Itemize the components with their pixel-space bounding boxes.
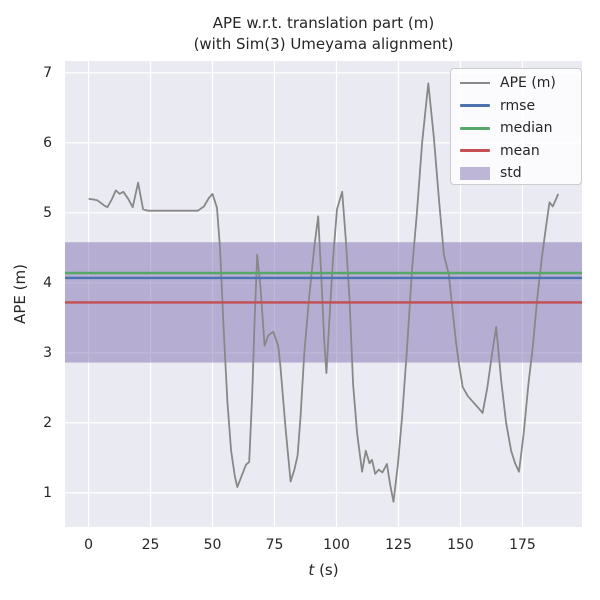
legend-patch-sample: [460, 166, 490, 180]
y-tick-label-7: 7: [43, 64, 52, 81]
legend-line-sample: [460, 149, 490, 153]
legend-entry-std: std: [460, 162, 581, 185]
plot-title-line-1: APE w.r.t. translation part (m): [212, 14, 435, 32]
legend-label: std: [500, 165, 522, 182]
y-tick-label-2: 2: [43, 414, 52, 431]
y-tick-label-5: 5: [43, 204, 52, 221]
legend-entry-mean: mean: [460, 140, 581, 163]
legend-label: median: [500, 120, 553, 137]
x-axis-label: t (s): [65, 561, 582, 579]
x-tick-label-0: 0: [84, 537, 93, 553]
x-tick-label-100: 100: [323, 537, 350, 553]
legend-label: APE (m): [500, 75, 556, 92]
ape-line: [88, 82, 560, 503]
x-tick-label-175: 175: [509, 537, 536, 553]
legend-entry-ape--m-: APE (m): [460, 72, 581, 95]
x-tick-label-25: 25: [141, 537, 160, 553]
y-tick-label-4: 4: [43, 274, 52, 291]
x-axis-label-unit: (s): [314, 561, 339, 579]
legend-label: rmse: [500, 97, 536, 114]
legend-line-sample: [460, 126, 490, 130]
legend-entry-median: median: [460, 117, 581, 140]
plot-title: APE w.r.t. translation part (m) (with Si…: [65, 13, 582, 55]
y-tick-label-6: 6: [43, 134, 52, 151]
x-tick-label-125: 125: [385, 537, 412, 553]
legend-line-sample: [460, 82, 490, 85]
legend-box: APE (m) rmse median mean std: [450, 68, 582, 185]
y-tick-label-1: 1: [43, 484, 52, 501]
legend-entry-rmse: rmse: [460, 95, 581, 118]
x-axis-label-variable: t: [308, 561, 315, 579]
x-tick-label-50: 50: [203, 537, 222, 553]
plot-title-line-2: (with Sim(3) Umeyama alignment): [193, 35, 454, 53]
legend-line-sample: [460, 104, 490, 108]
y-tick-label-3: 3: [43, 344, 52, 361]
x-tick-label-150: 150: [447, 537, 474, 553]
legend-label: mean: [500, 142, 540, 159]
x-tick-label-75: 75: [265, 537, 284, 553]
